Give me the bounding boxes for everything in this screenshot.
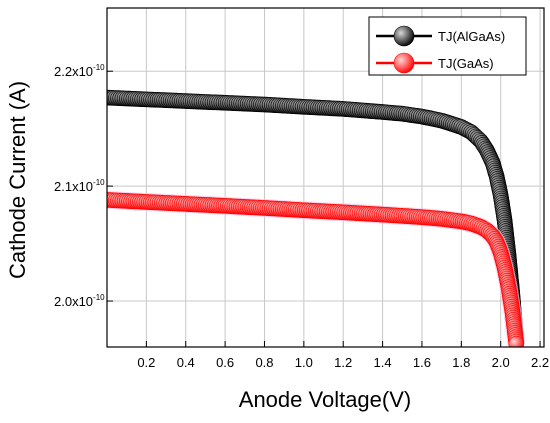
x-tick-label: 1.0 — [295, 355, 313, 370]
series-red — [107, 190, 526, 347]
x-tick-label: 1.4 — [374, 355, 392, 370]
x-tick-label: 0.6 — [216, 355, 234, 370]
data-point — [508, 336, 525, 347]
legend-label: TJ(AlGaAs) — [438, 29, 505, 44]
axes: 0.2 0.4 0.6 0.8 1.0 1.2 1.4 1.6 1.8 2.0 2.2 2.0x10-… — [54, 63, 549, 370]
legend-label: TJ(GaAs) — [438, 56, 494, 71]
x-axis-label: Anode Voltage(V) — [239, 387, 411, 412]
x-tick-label: 1.2 — [334, 355, 352, 370]
x-tick-label: 0.8 — [255, 355, 273, 370]
y-tick-label: 2.1x10-10 — [54, 178, 105, 194]
x-tick-label: 1.8 — [452, 355, 470, 370]
x-tick-label: 2.0 — [492, 355, 510, 370]
series-layer — [107, 89, 526, 347]
x-tick-label: 0.4 — [177, 355, 195, 370]
legend-marker — [393, 52, 415, 74]
x-tick-label: 2.2 — [531, 355, 549, 370]
y-tick-label: 2.0x10-10 — [54, 293, 105, 309]
x-tick-label: 0.2 — [137, 355, 155, 370]
plot-frame — [106, 7, 545, 348]
y-axis-label: Cathode Current (A) — [5, 81, 30, 279]
legend: TJ(AlGaAs) TJ(GaAs) — [368, 16, 527, 76]
y-tick-label: 2.2x10-10 — [54, 63, 105, 79]
x-tick-label: 1.6 — [413, 355, 431, 370]
legend-marker — [393, 25, 415, 47]
